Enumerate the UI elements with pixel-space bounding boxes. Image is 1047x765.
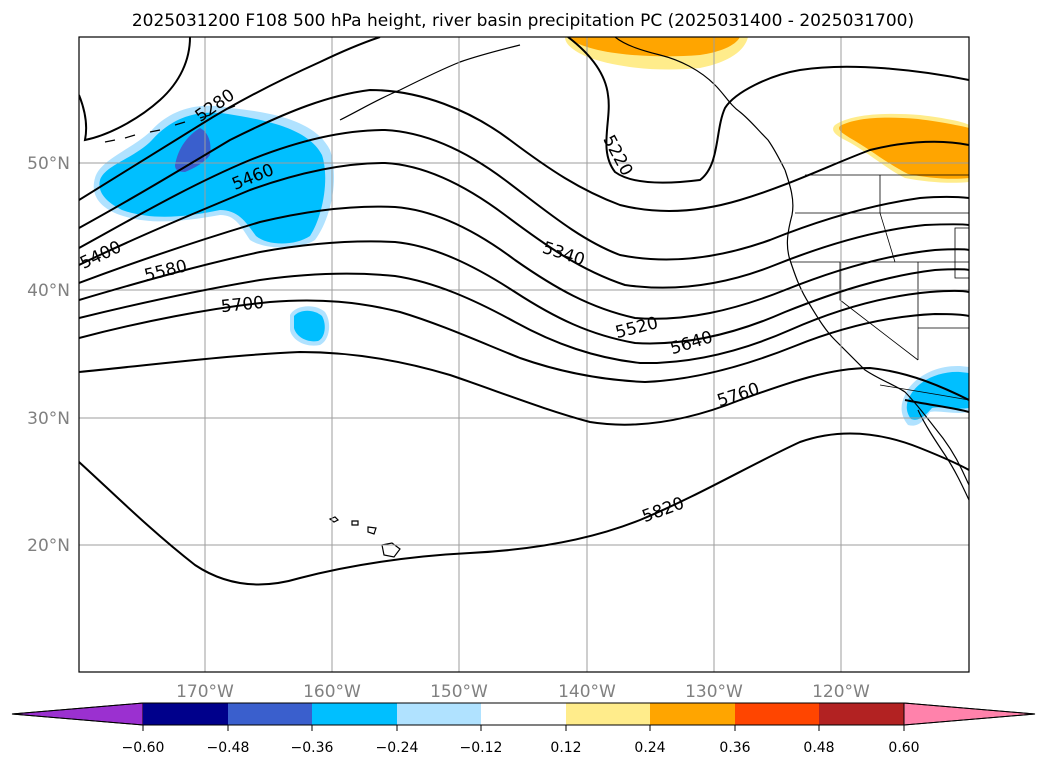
- map-title: 2025031200 F108 500 hPa height, river ba…: [132, 11, 914, 31]
- colorbar-segment: [228, 703, 312, 725]
- political-borders: [790, 174, 969, 401]
- contour-5700: [79, 299, 969, 384]
- colorbar-segment: [397, 703, 481, 725]
- colorbar-tick-label: 0.24: [634, 740, 665, 756]
- colorbar: −0.60 −0.48 −0.36 −0.24 −0.12 0.12 0.24 …: [11, 702, 1036, 756]
- neg-anomaly-aleutians-core: [99, 112, 326, 244]
- colorbar-segment: [312, 703, 397, 725]
- neg-anomaly-central-pacific-core: [294, 310, 325, 342]
- contour-5760b: [904, 399, 969, 413]
- colorbar-tick-marks: [142, 725, 905, 731]
- lat-label-40n: 40°N: [27, 281, 70, 301]
- contour-5220: [567, 37, 969, 184]
- contour-5340: [79, 88, 969, 229]
- pos-anomaly-northern-rockies-core: [839, 117, 969, 179]
- contour-5280b: [79, 37, 381, 201]
- coastlines: [104, 37, 969, 558]
- colorbar-tick-label: −0.24: [376, 740, 419, 756]
- state-border-id-mt: [879, 175, 896, 263]
- lon-label-120w: 120°W: [812, 682, 870, 702]
- map-frame: [78, 36, 970, 673]
- contour-5580: [79, 240, 969, 345]
- colorbar-segment: [143, 703, 228, 725]
- colorbar-segment: [481, 703, 566, 725]
- us-mexico-border: [879, 384, 969, 401]
- lat-label-50n: 50°N: [27, 154, 70, 174]
- colorbar-tick-label: 0.60: [888, 740, 919, 756]
- latitude-labels: 50°N 40°N 30°N 20°N: [27, 154, 70, 556]
- alaska-peninsula: [339, 44, 521, 121]
- colorbar-tick-label: −0.48: [207, 740, 250, 756]
- baja-california: [917, 409, 969, 501]
- lon-label-170w: 170°W: [176, 682, 234, 702]
- colorbar-segment: [735, 703, 819, 725]
- colorbar-tick-label: −0.36: [291, 740, 334, 756]
- pos-anomaly-alaska-core: [570, 37, 740, 57]
- colorbar-tick-label: 0.36: [719, 740, 750, 756]
- colorbar-segment: [819, 703, 904, 725]
- colorbar-tick-label: 0.48: [803, 740, 834, 756]
- colorbar-left-extension: [11, 702, 144, 726]
- colorbar-ticks: −0.60 −0.48 −0.36 −0.24 −0.12 0.12 0.24 …: [122, 740, 920, 756]
- aleutian-islands: [104, 105, 236, 143]
- lon-label-140w: 140°W: [558, 682, 616, 702]
- neg-anomaly-aleutians-strong: [175, 128, 211, 172]
- contour-5280: [79, 37, 191, 142]
- colorbar-right-extension: [903, 702, 1036, 726]
- contour-5460: [79, 161, 969, 289]
- colorbar-segment: [650, 703, 735, 725]
- contour-5400: [79, 128, 969, 261]
- colorbar-segment: [566, 703, 650, 725]
- contour-5520: [79, 205, 969, 320]
- contour-5820: [79, 432, 969, 586]
- colorbar-tick-label: −0.12: [460, 740, 503, 756]
- lon-label-130w: 130°W: [685, 682, 743, 702]
- alaska-coast: [614, 37, 786, 171]
- lat-label-30n: 30°N: [27, 409, 70, 429]
- colorbar-tick-label: −0.60: [122, 740, 165, 756]
- state-border-ca-nv: [839, 262, 919, 361]
- lon-label-150w: 150°W: [430, 682, 488, 702]
- lat-label-20n: 20°N: [27, 536, 70, 556]
- state-border-az: [918, 227, 969, 329]
- contour-5760: [79, 350, 969, 426]
- longitude-labels: 170°W 160°W 150°W 140°W 130°W 120°W: [176, 682, 870, 702]
- contour-5640: [79, 272, 969, 365]
- height-contours: [79, 37, 969, 586]
- north-america-west-coast: [784, 169, 969, 486]
- contour-label-5700: 5700: [220, 293, 265, 317]
- colorbar-tick-label: 0.12: [550, 740, 581, 756]
- lon-label-160w: 160°W: [303, 682, 361, 702]
- hawaiian-islands: [328, 516, 401, 558]
